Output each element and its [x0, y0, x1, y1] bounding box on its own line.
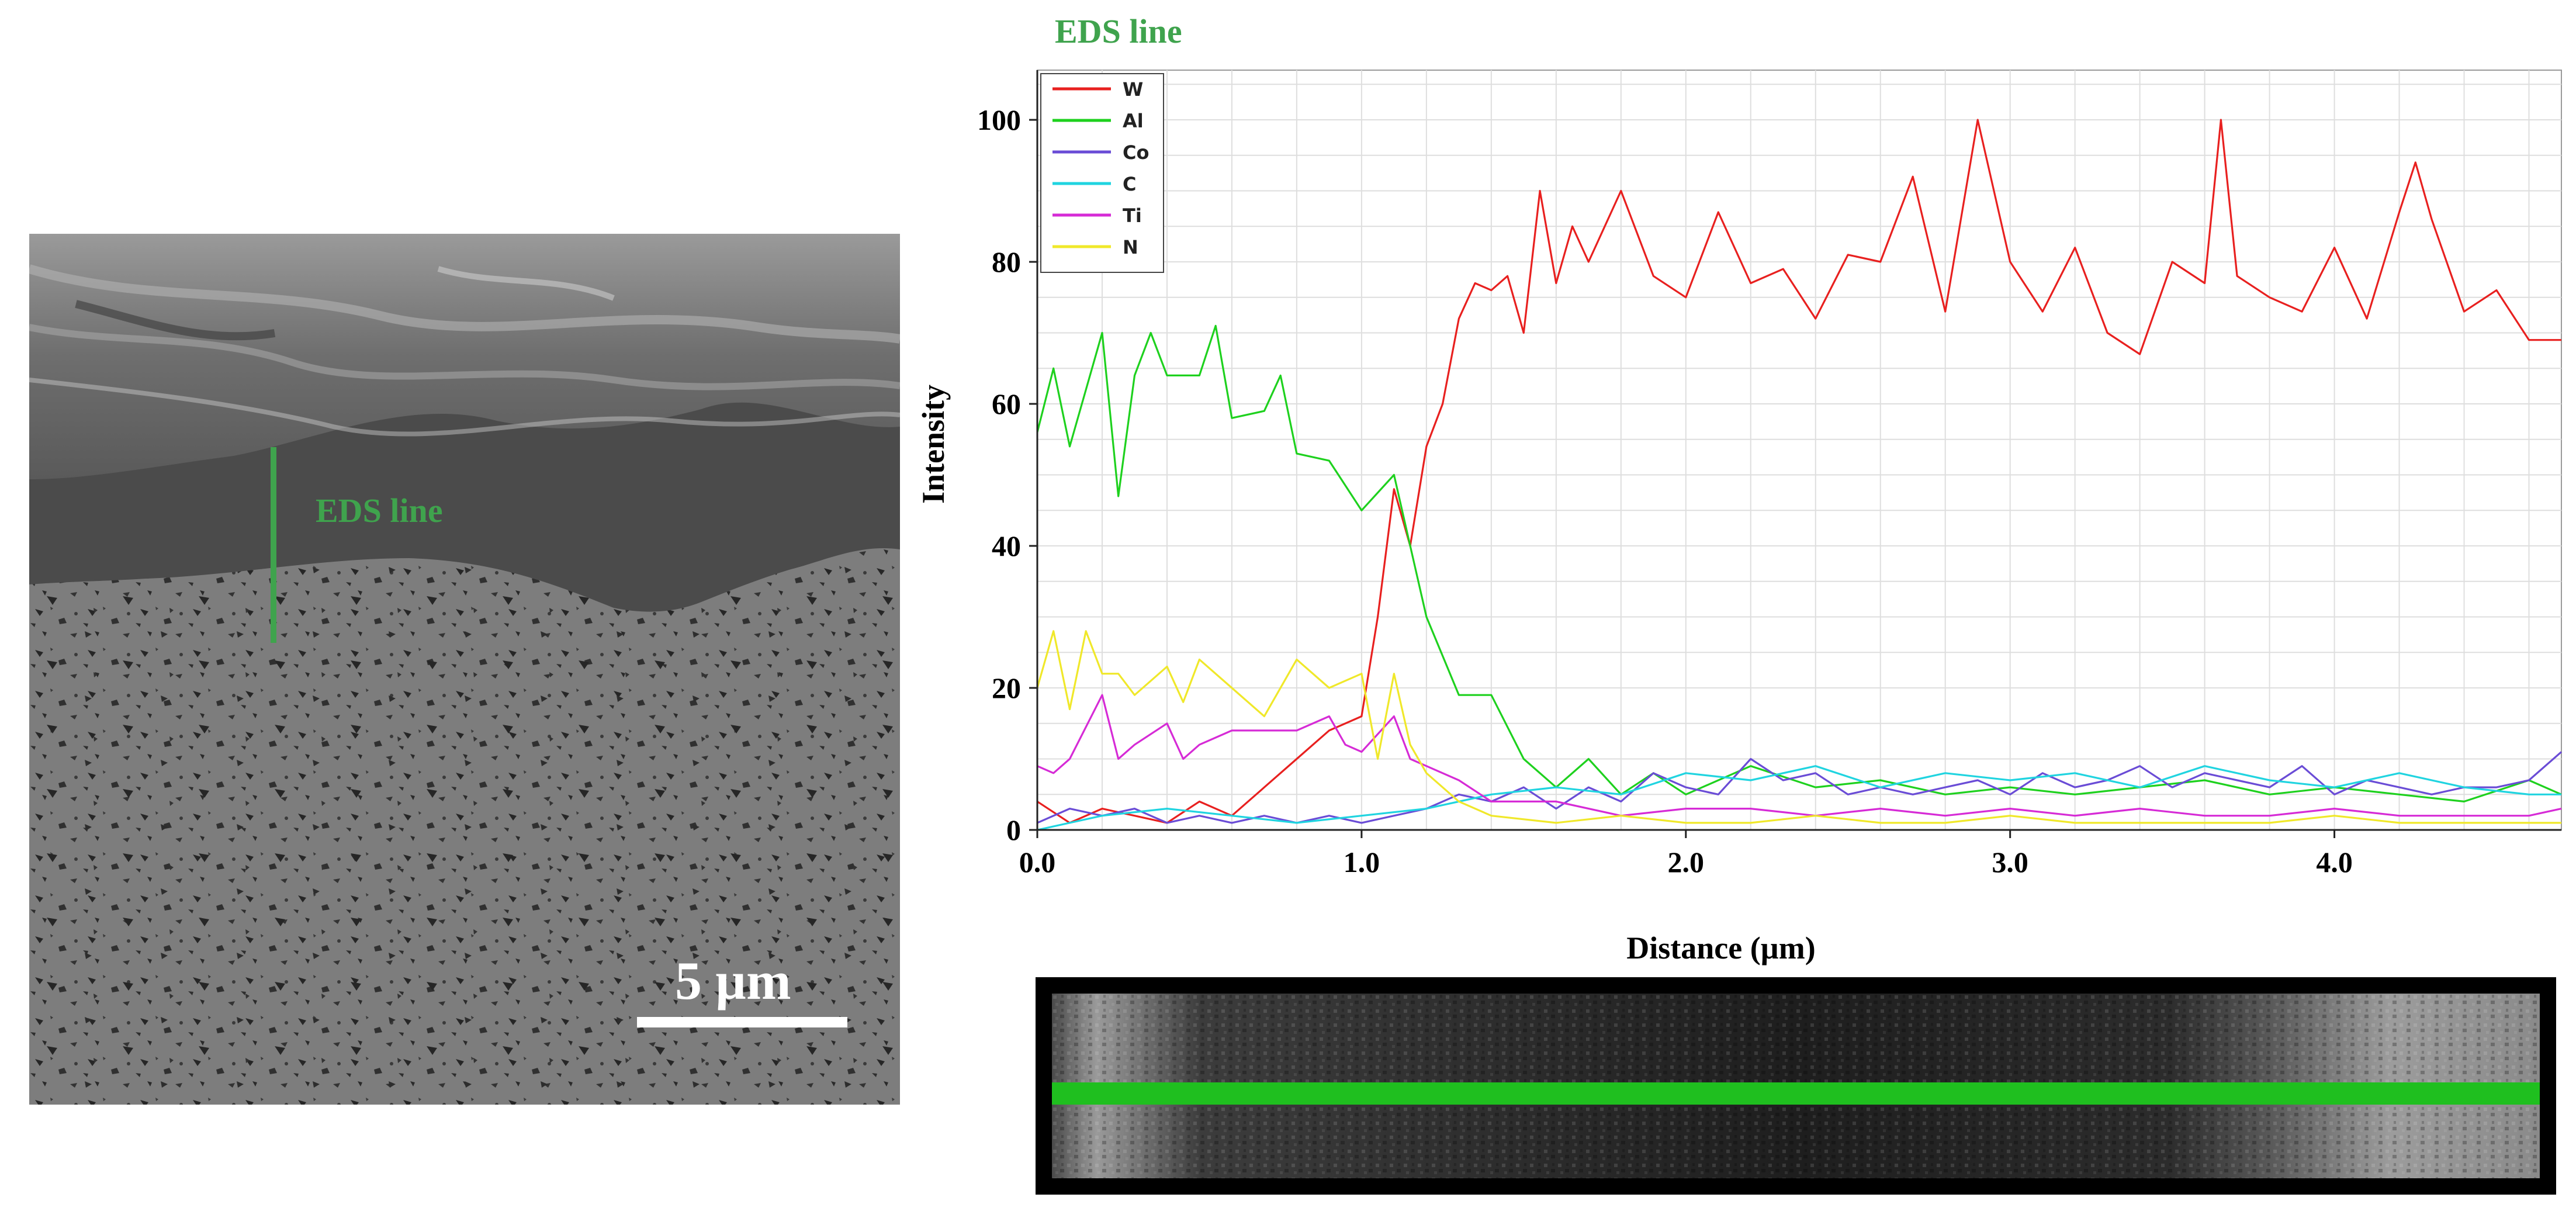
- legend-label-n: N: [1123, 236, 1138, 258]
- legend-label-w: W: [1123, 78, 1143, 101]
- scale-bar: [637, 1017, 847, 1027]
- chart-grid: [1037, 70, 2562, 831]
- line-scan-eds-line: [1052, 1082, 2540, 1105]
- y-tick-label: 40: [992, 530, 1021, 562]
- legend-label-c: C: [1123, 173, 1136, 195]
- series-line-w: [1037, 119, 2561, 824]
- y-tick-label: 80: [992, 245, 1021, 278]
- x-tick-label: 4.0: [2316, 846, 2353, 878]
- legend-label-ti: Ti: [1123, 205, 1142, 227]
- series-line-ti: [1037, 694, 2562, 817]
- sem-micrograph: EDS line 5 µm: [29, 234, 900, 1105]
- plot-area: [1037, 70, 2562, 831]
- sem-image: [29, 234, 900, 1105]
- series-line-al: [1036, 324, 2562, 803]
- x-tick-label: 0.0: [1019, 846, 1056, 878]
- chart-legend: W Al Co C Ti N: [1040, 73, 1164, 273]
- y-axis-label: Intensity: [916, 385, 951, 504]
- legend-label-co: Co: [1123, 141, 1149, 164]
- x-tick-label: 3.0: [1992, 846, 2028, 878]
- x-tick-label: 1.0: [1344, 846, 1380, 878]
- x-axis-label: Distance (µm): [1626, 930, 1816, 966]
- legend-label-al: Al: [1123, 110, 1144, 132]
- chart-series: [1036, 119, 2563, 831]
- y-tick-label: 100: [977, 103, 1021, 136]
- series-line-n: [1036, 630, 2561, 824]
- series-line-c: [1037, 765, 2561, 831]
- legend-box: [1040, 73, 1164, 273]
- x-tick-label: 2.0: [1668, 846, 1705, 878]
- chart-axes: 0.0 1.0 2.0 3.0 4.0 0 20 40 60 80 100: [977, 70, 2561, 878]
- chart-title: EDS line: [1055, 12, 1182, 50]
- scale-bar-label: 5 µm: [675, 951, 791, 1011]
- line-scan-strip: [1036, 977, 2556, 1195]
- y-tick-label: 20: [992, 672, 1021, 704]
- y-tick-label: 60: [992, 387, 1021, 420]
- sem-eds-label: EDS line: [316, 492, 443, 530]
- y-tick-label: 0: [1006, 814, 1021, 846]
- eds-line-chart: 0.0 1.0 2.0 3.0 4.0 0 20 40 60 80 100 W Al Co C Ti N Di…: [916, 70, 2563, 966]
